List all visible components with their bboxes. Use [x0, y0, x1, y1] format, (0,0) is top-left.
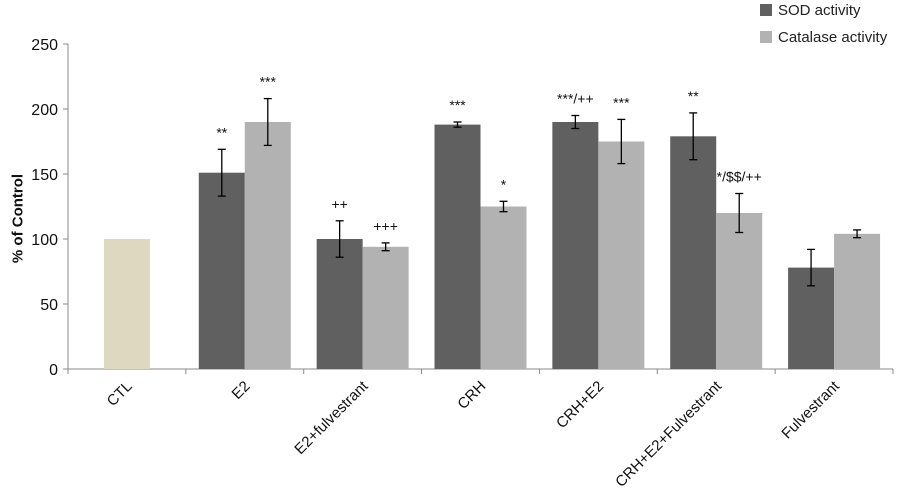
y-tick-label: 0 [49, 362, 58, 379]
x-tick-label: E2 [229, 378, 254, 403]
bar-catalase [244, 122, 291, 369]
y-tick-label: 250 [31, 37, 58, 54]
x-tick-label: CRH [454, 378, 489, 413]
legend-item-sod: SOD activity [760, 0, 861, 20]
bar-sod [316, 239, 363, 369]
bar-control [103, 239, 150, 369]
legend-label-catalase: Catalase activity [778, 28, 888, 46]
significance-label: *** [449, 97, 466, 113]
y-tick-label: 50 [40, 297, 58, 314]
significance-label: * [501, 176, 507, 192]
bar-catalase [834, 233, 881, 369]
significance-label: *** [260, 74, 277, 90]
significance-label: ***/++ [557, 91, 594, 107]
legend-swatch-sod [760, 4, 772, 16]
bar-catalase [716, 213, 763, 369]
y-tick-label: 200 [31, 102, 58, 119]
bar-sod [552, 122, 599, 369]
y-tick-label: 100 [31, 232, 58, 249]
significance-label: ** [688, 88, 699, 104]
significance-label: ++ [331, 196, 347, 212]
significance-label: *** [613, 94, 630, 110]
x-tick-label: Fulvestrant [778, 377, 843, 442]
x-tick-label: E2+fulvestrant [291, 377, 372, 458]
x-tick-label: CRH+E2 [553, 378, 607, 432]
bar-sod [198, 172, 245, 369]
y-tick-label: 150 [31, 167, 58, 184]
y-axis-title: % of Control [9, 173, 27, 264]
bar-sod [670, 136, 717, 369]
x-tick-label: CRH+E2+Fulvestrant [612, 377, 725, 490]
x-tick-label: CTL [104, 378, 136, 410]
legend-label-sod: SOD activity [778, 1, 861, 19]
significance-label: */$$/++ [717, 169, 762, 185]
significance-label: +++ [373, 218, 398, 234]
bar-catalase [598, 141, 645, 369]
bar-catalase [480, 206, 527, 369]
bar-catalase [362, 246, 409, 369]
legend-swatch-catalase [760, 31, 772, 43]
legend-item-catalase: Catalase activity [760, 27, 887, 47]
bar-sod [434, 124, 481, 369]
legend: SOD activity Catalase activity [760, 0, 900, 60]
significance-label: ** [216, 124, 227, 140]
